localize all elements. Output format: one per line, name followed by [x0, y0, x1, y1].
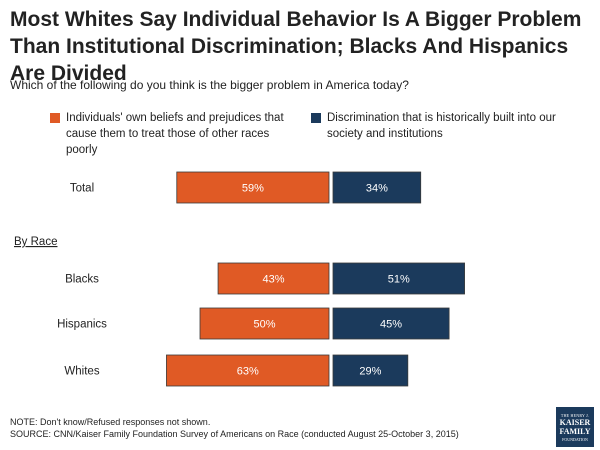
legend-label-discrimination: Discrimination that is historically buil… — [327, 112, 556, 140]
footer-source: SOURCE: CNN/Kaiser Family Foundation Sur… — [10, 429, 459, 439]
bar-individual-hispanics — [199, 307, 330, 340]
footer-note: NOTE: Don't know/Refused responses not s… — [10, 417, 211, 427]
category-label-hispanics: Hispanics — [57, 319, 107, 331]
bar-discrimination-whites — [332, 354, 409, 387]
bar-individual-whites — [166, 354, 330, 387]
legend-swatch-discrimination — [311, 113, 321, 123]
logo-line-1: THE HENRY J. — [560, 412, 590, 418]
logo-line-4: FOUNDATION — [562, 436, 588, 442]
bar-discrimination-total — [332, 171, 422, 204]
chart-subtitle: Which of the following do you think is t… — [10, 78, 409, 92]
bar-individual-total — [176, 171, 330, 204]
bar-individual-blacks — [217, 262, 330, 295]
value-label-discrimination-total: 34% — [366, 183, 388, 195]
value-label-individual-hispanics: 50% — [253, 319, 275, 331]
legend-label-individual: Individuals' own beliefs and prejudices … — [66, 112, 284, 156]
category-label-whites: Whites — [64, 366, 99, 378]
logo-line-2: KAISER — [559, 417, 591, 427]
legend-swatch-individual — [50, 113, 60, 123]
value-label-discrimination-blacks: 51% — [388, 274, 410, 286]
kff-logo: THE HENRY J. KAISER FAMILY FOUNDATION — [556, 407, 594, 447]
category-label-total: Total — [70, 183, 94, 195]
section-label-by-race: By Race — [14, 236, 57, 248]
value-label-individual-whites: 63% — [237, 366, 259, 378]
chart-title: Most Whites Say Individual Behavior Is A… — [10, 8, 582, 85]
bar-discrimination-blacks — [332, 262, 465, 295]
legend-item-discrimination: Discrimination that is historically buil… — [311, 110, 577, 142]
value-label-discrimination-whites: 29% — [359, 366, 381, 378]
footer: NOTE: Don't know/Refused responses not s… — [10, 416, 459, 440]
legend-item-individual: Individuals' own beliefs and prejudices … — [50, 110, 301, 158]
value-label-individual-total: 59% — [242, 183, 264, 195]
value-label-discrimination-hispanics: 45% — [380, 319, 402, 331]
logo-line-3: FAMILY — [559, 426, 591, 436]
value-label-individual-blacks: 43% — [263, 274, 285, 286]
bar-discrimination-hispanics — [332, 307, 450, 340]
category-label-blacks: Blacks — [65, 274, 99, 286]
